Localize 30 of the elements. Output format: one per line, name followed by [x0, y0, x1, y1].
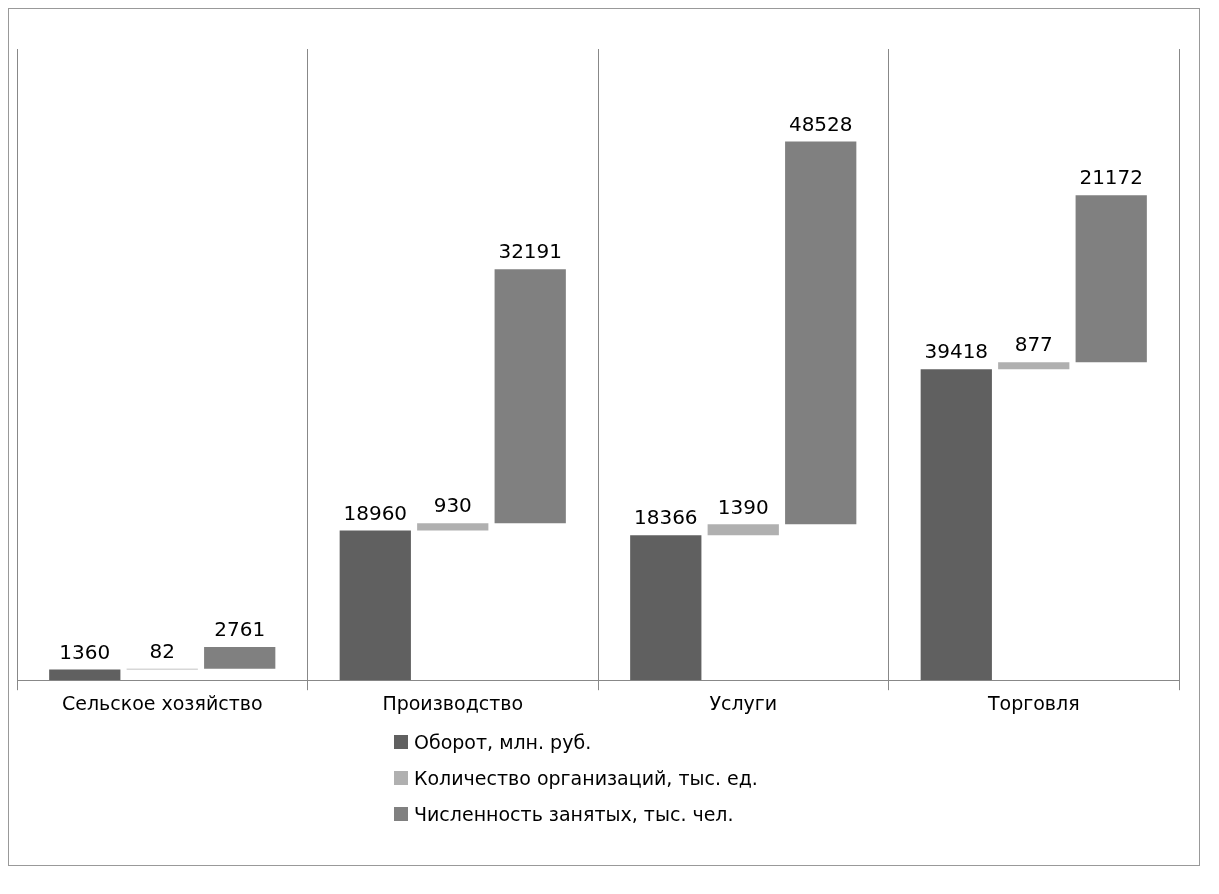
bar	[630, 535, 702, 681]
bar	[49, 669, 121, 681]
x-tick-label: Производство	[382, 691, 524, 714]
bar	[339, 530, 411, 681]
data-label: 82	[149, 639, 175, 664]
bar	[494, 269, 566, 524]
bar	[785, 141, 857, 525]
data-label: 39418	[924, 339, 989, 364]
bar	[204, 647, 276, 669]
data-label: 18960	[343, 500, 408, 525]
bar	[1075, 195, 1147, 363]
data-label: 21172	[1079, 165, 1144, 190]
data-label: 2761	[214, 617, 266, 642]
data-label: 1360	[59, 639, 111, 664]
x-tick-label: Услуги	[709, 691, 778, 714]
legend-label: Количество организаций, тыс. ед.	[414, 767, 758, 789]
bar	[707, 524, 779, 536]
data-label: 48528	[788, 111, 853, 136]
data-label: 930	[433, 493, 472, 518]
data-label: 18366	[633, 505, 698, 530]
bar	[417, 523, 489, 531]
legend-label: Оборот, млн. руб.	[414, 731, 592, 753]
legend-label: Численность занятых, тыс. чел.	[414, 803, 734, 825]
data-label: 1390	[717, 494, 769, 519]
bar	[920, 369, 992, 681]
x-tick-label: Торговля	[986, 691, 1080, 714]
x-tick-label: Сельское хозяйство	[61, 691, 263, 714]
data-label: 32191	[498, 239, 563, 264]
bar	[998, 362, 1070, 370]
data-label: 877	[1014, 332, 1053, 357]
